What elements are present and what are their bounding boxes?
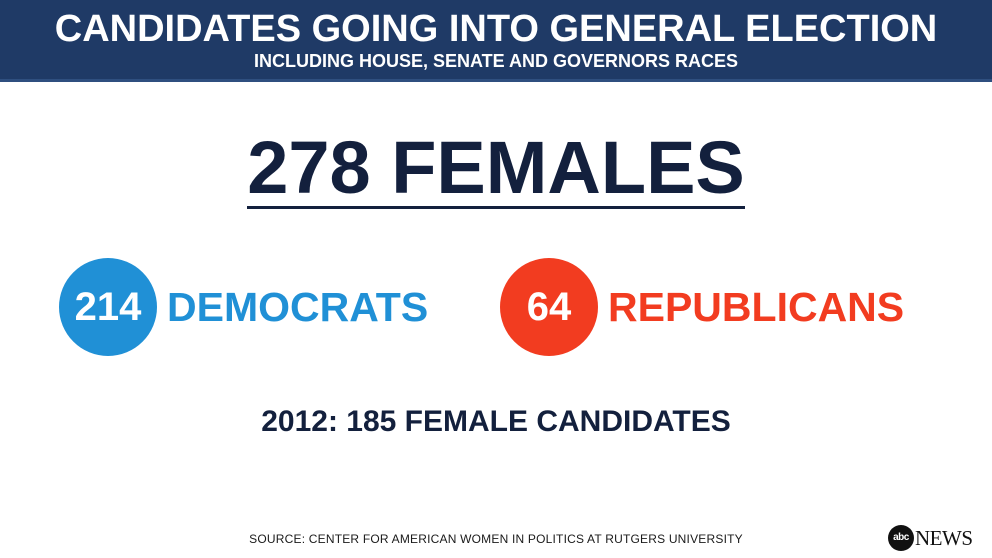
republicans-count-circle: 64	[500, 258, 598, 356]
democrats-label: DEMOCRATS	[167, 284, 429, 330]
abc-logo-icon: abc	[888, 525, 914, 551]
headline-total: 278 FEMALES	[247, 126, 745, 209]
source-note: SOURCE: CENTER FOR AMERICAN WOMEN IN POL…	[249, 532, 743, 546]
header-subtitle: INCLUDING HOUSE, SENATE AND GOVERNORS RA…	[253, 51, 739, 71]
headline: 278 FEMALES	[0, 130, 992, 209]
comparison-2012: 2012: 185 FEMALE CANDIDATES	[261, 405, 731, 438]
abc-news-logo: abc NEWS	[888, 523, 973, 553]
header-banner: CANDIDATES GOING INTO GENERAL ELECTION I…	[0, 0, 992, 82]
news-wordmark: NEWS	[915, 526, 973, 550]
republicans-label: REPUBLICANS	[608, 284, 905, 330]
header-title: CANDIDATES GOING INTO GENERAL ELECTION	[54, 8, 938, 50]
democrats-count-circle: 214	[59, 258, 157, 356]
